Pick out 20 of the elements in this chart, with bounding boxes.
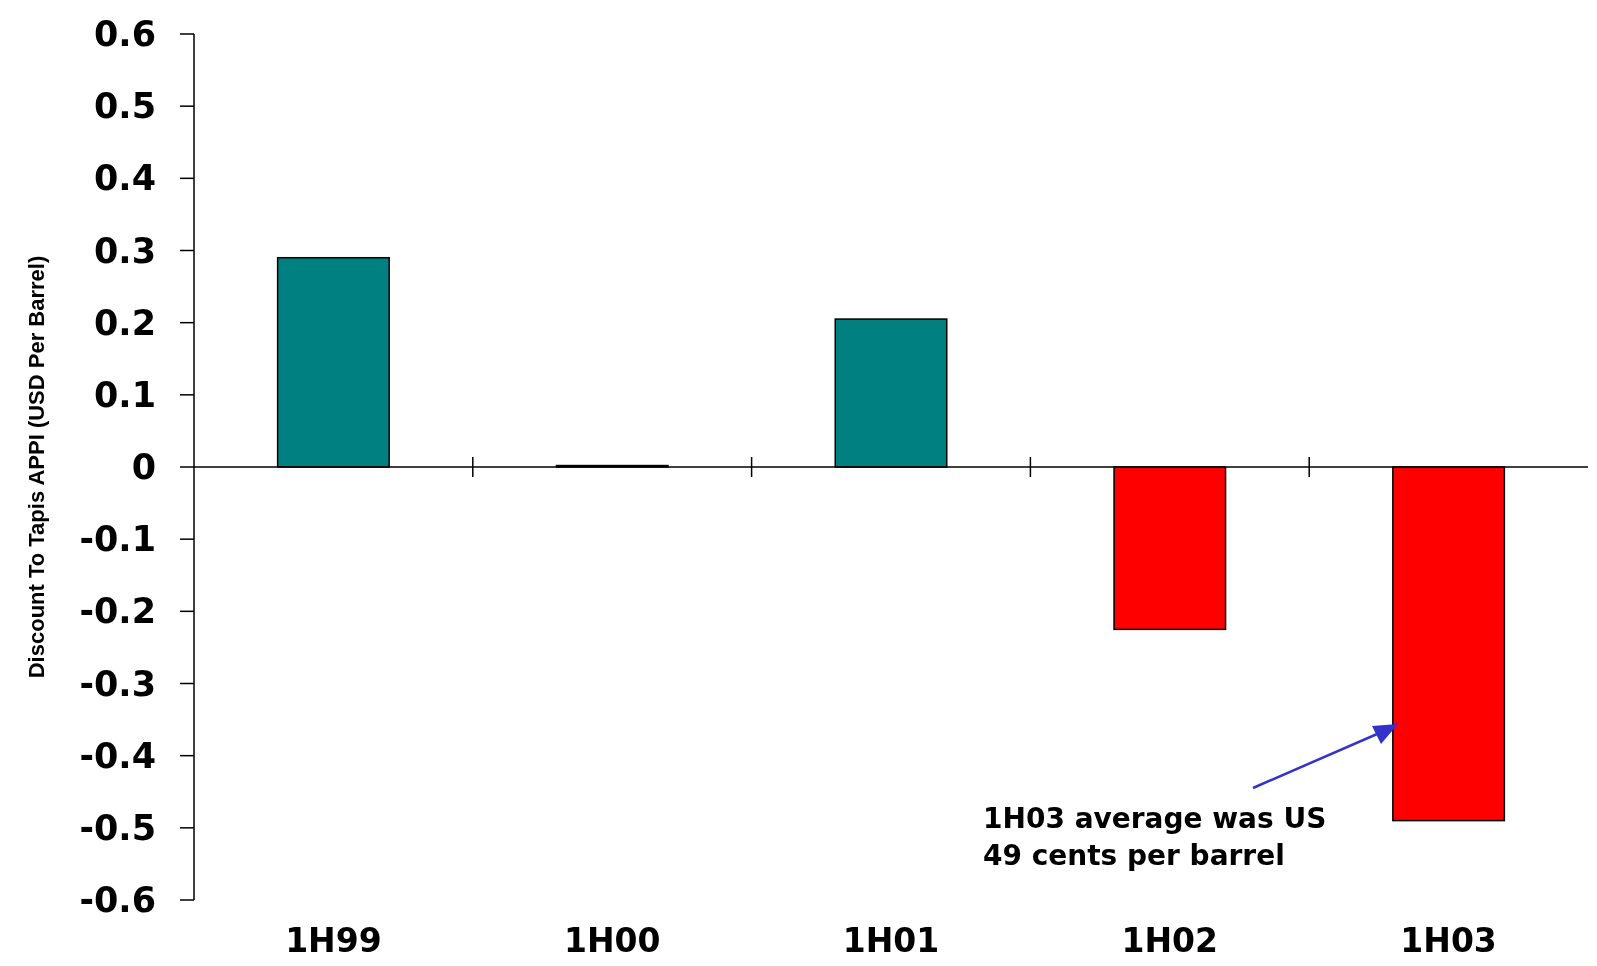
x-tick-label: 1H01: [842, 921, 940, 960]
y-axis-title: Discount To Tapis APPI (USD Per Barrel): [24, 255, 49, 679]
y-tick-label: 0.3: [93, 230, 156, 271]
y-tick-label: 0: [131, 447, 156, 487]
y-tick-label: -0.6: [79, 880, 156, 920]
x-tick-label: 1H02: [1121, 921, 1219, 960]
annotation: 1H03 average was US 49 cents per barrel: [983, 802, 1327, 872]
y-tick-label: 0.1: [93, 374, 156, 415]
y-tick-label: 0.5: [93, 86, 156, 127]
y-tick-label: 0.6: [93, 14, 156, 54]
y-tick-label: -0.1: [79, 519, 156, 560]
x-tick-label: 1H03: [1400, 921, 1497, 960]
y-tick-label: -0.4: [79, 735, 156, 776]
y-tick-label: -0.5: [79, 807, 156, 848]
y-tick-label: -0.3: [79, 663, 156, 704]
y-tick-label: 0.2: [93, 302, 156, 343]
y-tick-label: -0.2: [79, 591, 156, 632]
x-tick-label: 1H00: [563, 921, 661, 960]
x-tick-label: 1H99: [285, 921, 382, 960]
y-tick-label: 0.4: [93, 158, 156, 199]
